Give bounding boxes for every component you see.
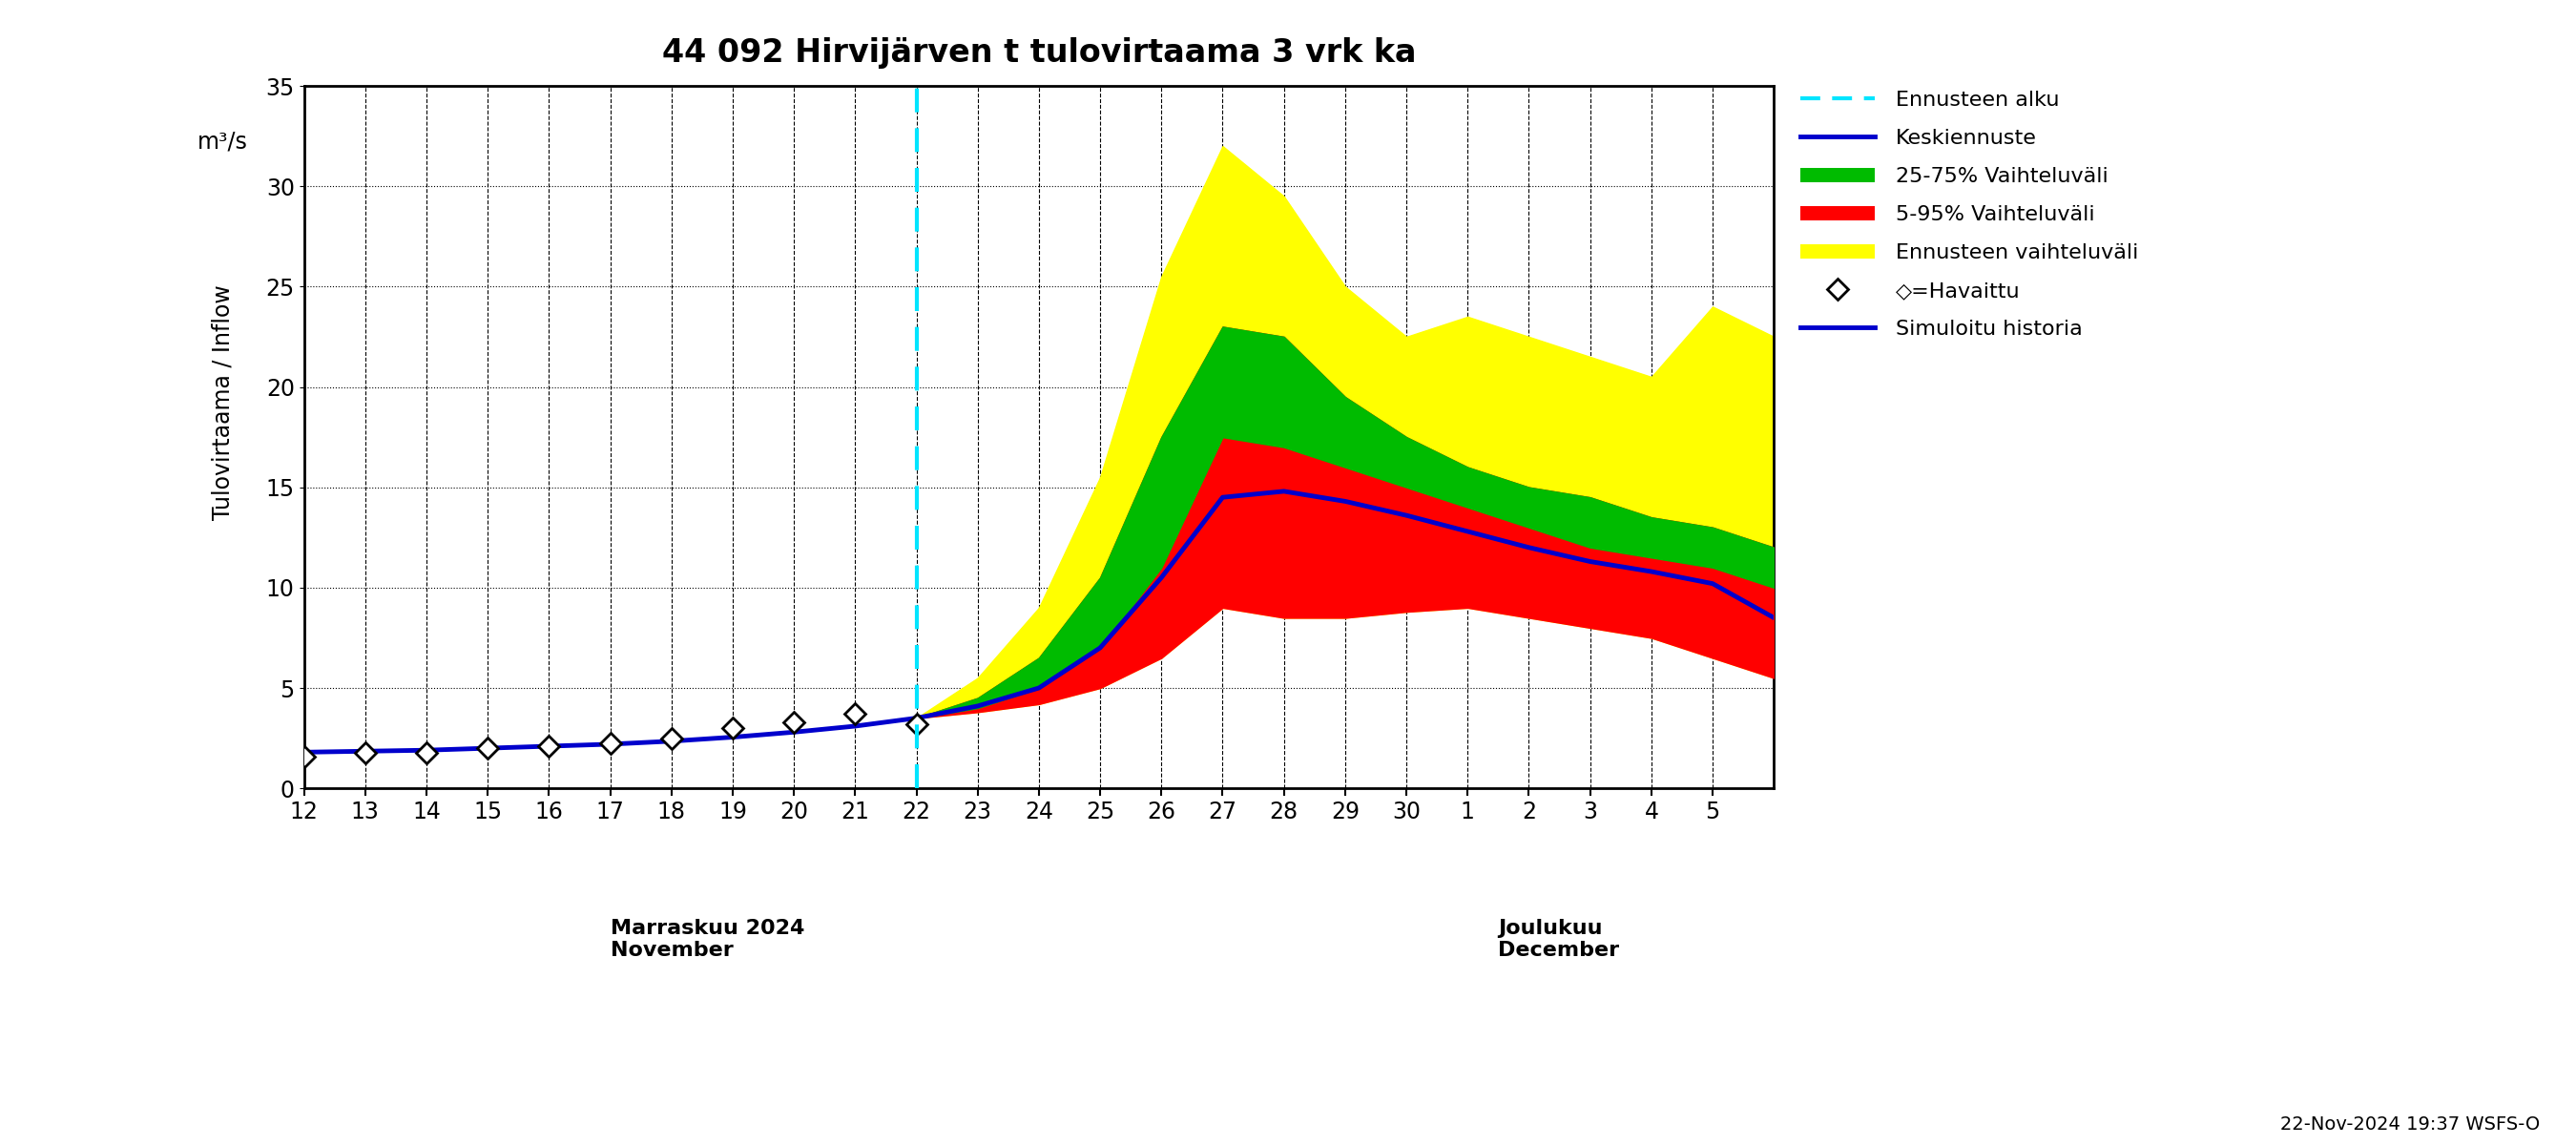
Text: Joulukuu
December: Joulukuu December (1499, 918, 1620, 960)
Text: Tulovirtaama / Inflow: Tulovirtaama / Inflow (211, 284, 234, 520)
Text: m³/s: m³/s (198, 131, 247, 153)
Text: Marraskuu 2024
November: Marraskuu 2024 November (611, 918, 804, 960)
Text: 22-Nov-2024 19:37 WSFS-O: 22-Nov-2024 19:37 WSFS-O (2280, 1115, 2540, 1134)
Title: 44 092 Hirvijärven t tulovirtaama 3 vrk ka: 44 092 Hirvijärven t tulovirtaama 3 vrk … (662, 37, 1417, 69)
Legend: Ennusteen alku, Keskiennuste, 25-75% Vaihteluväli, 5-95% Vaihteluväli, Ennusteen: Ennusteen alku, Keskiennuste, 25-75% Vai… (1793, 82, 2146, 347)
